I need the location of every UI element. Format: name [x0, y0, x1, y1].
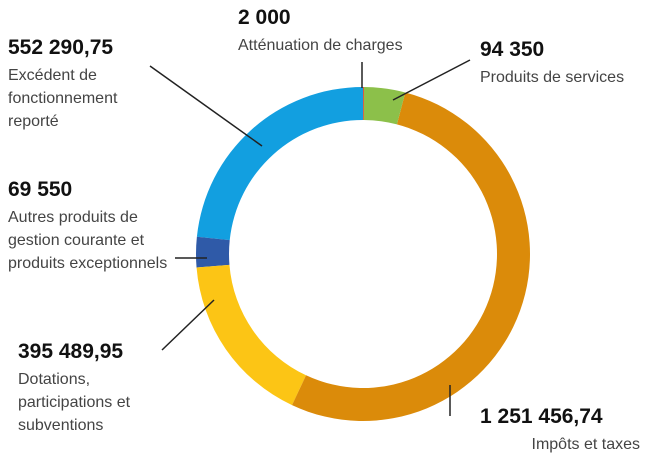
category-label: Impôts et taxes [531, 436, 641, 453]
donut-slice [196, 87, 363, 241]
category-label: Atténuation de charges [238, 37, 403, 54]
donut-slice [292, 92, 530, 421]
value-label: 69 550 [8, 178, 73, 201]
category-label: Excédent de fonctionnement reporté [8, 67, 118, 130]
slice-label: 94 350 Produits de services [480, 38, 662, 89]
leader-line [149, 65, 263, 147]
leader-line [161, 299, 215, 351]
leader-line [392, 59, 471, 101]
category-label: Produits de services [480, 69, 625, 86]
category-label: Dotations, participations et subventions [18, 371, 131, 434]
value-label: 2 000 [238, 6, 291, 29]
donut-slice [195, 236, 230, 268]
slice-label: 552 290,75 Excédent de fonctionnement rep… [8, 36, 148, 133]
value-label: 552 290,75 [8, 36, 114, 59]
donut-slice [363, 87, 364, 121]
slice-label: 69 550 Autres produits de gestion courant… [8, 178, 178, 275]
value-label: 395 489,95 [18, 340, 124, 363]
slice-label: 395 489,95 Dotations, participations et s… [18, 340, 178, 437]
donut-slice [363, 87, 406, 125]
slice-label: 2 000 Atténuation de charges [238, 6, 478, 57]
slice-label: 1 251 456,74 Impôts et taxes [480, 405, 640, 456]
value-label: 1 251 456,74 [480, 405, 603, 428]
category-label: Autres produits de gestion courante et p… [8, 209, 168, 272]
value-label: 94 350 [480, 38, 545, 61]
donut-slice [196, 264, 307, 406]
